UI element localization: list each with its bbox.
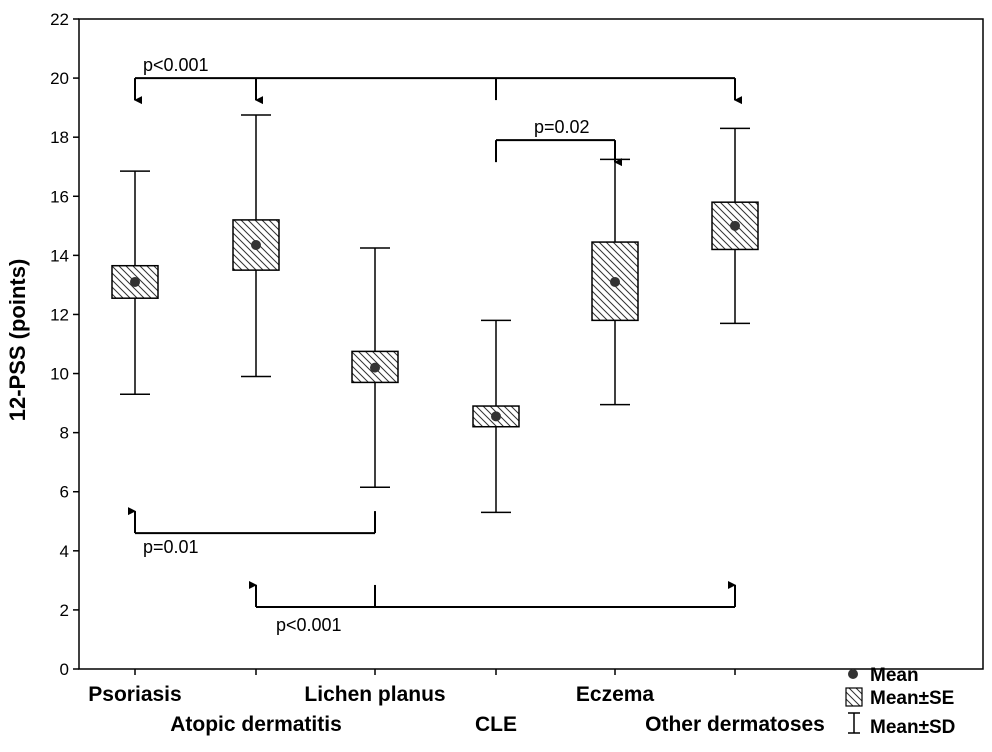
y-tick-label: 22	[50, 10, 69, 29]
legend-se-label: Mean±SE	[870, 688, 954, 709]
mean-marker	[130, 276, 140, 287]
category-label: Atopic dermatitis	[170, 713, 342, 736]
y-axis-label: 12-PSS (points)	[5, 259, 30, 422]
y-tick-label: 2	[60, 601, 69, 620]
annotation-label: p=0.01	[143, 537, 199, 557]
y-tick-label: 4	[60, 542, 69, 561]
y-tick-label: 0	[60, 660, 69, 679]
box-series	[111, 114, 759, 514]
box-5	[711, 127, 759, 325]
y-tick-label: 14	[50, 246, 69, 265]
y-tick-label: 10	[50, 365, 69, 384]
y-tick-label: 16	[50, 187, 69, 206]
mean-marker	[491, 411, 501, 422]
y-tick-label: 20	[50, 69, 69, 88]
annotation-3: p<0.001	[249, 580, 736, 635]
y-axis: 0 2 4 6 8 10 12 14 16 18 20 22	[50, 10, 736, 679]
category-label: Lichen planus	[304, 683, 445, 706]
legend-se-marker	[845, 687, 863, 707]
legend-sd-label: Mean±SD	[870, 717, 955, 738]
box-4	[591, 158, 639, 406]
legend-mean-marker	[848, 669, 858, 679]
y-tick-label: 18	[50, 128, 69, 147]
mean-marker	[610, 276, 620, 287]
category-label: Eczema	[576, 683, 655, 706]
category-label: Psoriasis	[88, 683, 181, 706]
category-label: Other dermatoses	[645, 713, 825, 736]
y-tick-label: 12	[50, 305, 69, 324]
category-label: CLE	[475, 713, 517, 736]
annotation-label: p=0.02	[534, 117, 590, 137]
significance-annotations: p<0.001 p=0.02 p=0.01 p<0.001	[128, 55, 742, 635]
box-0	[111, 170, 159, 395]
legend-sd-marker	[848, 712, 860, 734]
box-3	[472, 319, 520, 514]
mean-marker	[730, 220, 740, 231]
box-1	[232, 114, 280, 378]
plot-frame	[78, 18, 984, 670]
mean-marker	[251, 240, 261, 251]
annotation-label: p<0.001	[276, 615, 342, 635]
mean-marker	[370, 362, 380, 373]
legend: Mean Mean±SE Mean±SD	[845, 665, 955, 738]
annotation-0: p<0.001	[134, 55, 742, 105]
box-2	[351, 247, 399, 489]
y-tick-label: 6	[60, 483, 69, 502]
x-axis-labels: Psoriasis Atopic dermatitis Lichen planus C…	[88, 683, 825, 736]
annotation-label: p<0.001	[143, 55, 209, 75]
y-tick-label: 8	[60, 424, 69, 443]
legend-mean-label: Mean	[870, 665, 919, 686]
annotation-1: p=0.02	[495, 117, 622, 167]
annotation-2: p=0.01	[128, 507, 376, 557]
